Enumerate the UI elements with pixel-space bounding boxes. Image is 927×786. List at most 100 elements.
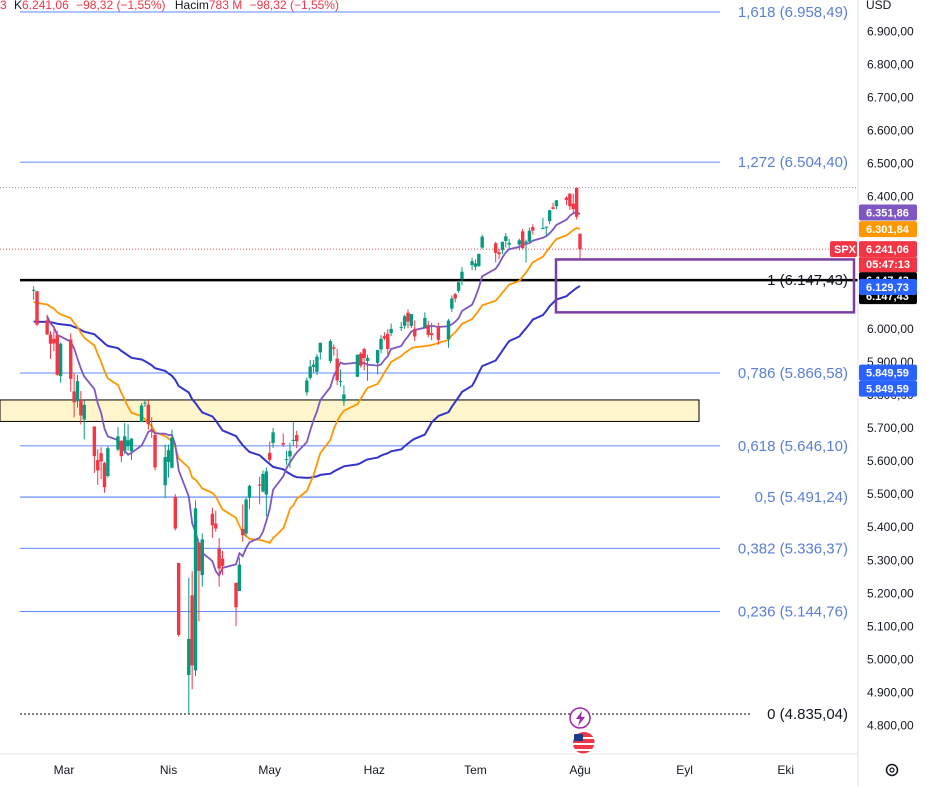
candle-body	[126, 440, 130, 446]
candlesticks	[31, 187, 582, 715]
price-tick-label: 6.400,00	[867, 190, 914, 204]
symbol-tag	[830, 241, 857, 258]
candle-body	[315, 356, 319, 372]
candle-body	[106, 448, 110, 476]
candle-body	[517, 240, 521, 245]
candle-body	[163, 457, 167, 486]
candle-body	[311, 364, 316, 367]
flag-canton-icon	[574, 734, 583, 741]
candle-body	[547, 210, 552, 222]
candle-body	[146, 404, 151, 425]
candle-body	[551, 207, 555, 209]
candle-body	[379, 338, 383, 350]
candle-body	[220, 558, 225, 566]
candle-body	[375, 350, 380, 363]
candle-body	[257, 484, 262, 486]
ma-fast-line	[46, 210, 581, 578]
candle-body	[176, 562, 181, 636]
candle-body	[119, 440, 124, 457]
candle-body	[217, 548, 221, 569]
candle-body	[527, 230, 532, 242]
candle-body	[197, 542, 201, 571]
candle-body	[82, 404, 86, 420]
price-tick-label: 6.000,00	[867, 322, 914, 336]
candle-body	[166, 450, 171, 463]
support-zone[interactable]	[0, 399, 700, 422]
candle-body	[271, 432, 275, 443]
price-tick-label: 5.600,00	[867, 454, 914, 468]
legend-prefix: 3	[0, 0, 7, 12]
currency-label[interactable]: USD	[866, 0, 892, 12]
price-tags: 6.351,866.301,846.241,066.147,436.147,43…	[830, 204, 917, 397]
price-axis[interactable]: USD 6.900,00 6.800,00 6.700,00 6.600,00 6.50…	[830, 0, 917, 786]
candle-body	[35, 291, 39, 325]
price-tick-label: 5.300,00	[867, 553, 914, 567]
fibonacci-retracement[interactable]: 1,618 (6.958,49) 1,272 (6.504,40) 1 (6.147…	[0, 4, 858, 723]
price-tag	[859, 278, 917, 295]
candle-body	[568, 193, 572, 207]
settings-gear-icon[interactable]	[885, 763, 899, 777]
event-icons[interactable]	[569, 707, 597, 756]
candle-body	[123, 436, 127, 451]
candle-body	[460, 271, 464, 279]
price-tick-label: 4.800,00	[867, 719, 914, 733]
price-tag-label: 6.129,73	[866, 282, 909, 294]
price-tag	[859, 204, 917, 221]
price-tag	[859, 364, 917, 381]
candle-body	[413, 328, 417, 337]
fib-label: 1,618 (6.958,49)	[738, 4, 848, 21]
candle-body	[237, 564, 242, 592]
fib-label: 1 (6.147,43)	[767, 272, 848, 289]
candle-body	[261, 474, 265, 492]
candle-body	[318, 342, 323, 353]
time-tick-label: Haz	[364, 763, 385, 777]
candle-body	[281, 442, 285, 445]
legend-close-value: 6.241,06	[22, 0, 69, 12]
candle-body	[446, 320, 451, 340]
time-axis-ticks: Mar Nis May Haz Tem Ağu Eyl Eki	[54, 763, 794, 777]
candle-body	[359, 353, 363, 366]
candle-body	[453, 294, 457, 299]
candle-body	[58, 343, 63, 377]
candle-body	[436, 327, 441, 340]
candle-body	[497, 252, 501, 255]
price-tick-label: 5.700,00	[867, 421, 914, 435]
time-tick-label: Tem	[464, 763, 487, 777]
countdown-tag	[859, 257, 917, 273]
candle-body	[284, 459, 289, 461]
candle-body	[149, 429, 154, 431]
lightning-icon	[576, 711, 585, 726]
price-tag-label: 6.301,84	[866, 224, 910, 236]
price-tick-label: 6.500,00	[867, 157, 914, 171]
candle-body	[365, 357, 370, 361]
candle-body	[143, 402, 147, 404]
price-tag-label: 6.241,06	[866, 244, 909, 256]
legend-volume-change: −98,32 (−1,55%)	[250, 0, 339, 12]
candle-body	[554, 200, 559, 207]
candle-body	[480, 236, 484, 248]
price-tick-label: 5.400,00	[867, 520, 914, 534]
candle-body	[268, 452, 272, 460]
candle-body	[139, 405, 144, 423]
candle-body	[493, 243, 498, 253]
candle-body	[470, 261, 474, 266]
candle-body	[190, 595, 194, 666]
candle-body	[96, 460, 100, 471]
legend[interactable]: 3 K6.241,06 −98,32 (−1,55%) Hacim783 M −…	[0, 0, 339, 12]
time-axis[interactable]: Mar Nis May Haz Tem Ağu Eyl Eki	[0, 753, 858, 777]
legend-volume-value: 783 M	[209, 0, 242, 12]
candle-body	[362, 349, 366, 358]
price-tick-label: 6.900,00	[867, 24, 914, 38]
candle-body	[399, 326, 403, 328]
fib-label: 0 (4.835,04)	[767, 706, 848, 723]
fib-label: 1,272 (6.504,40)	[738, 154, 848, 171]
candle-body	[328, 341, 333, 361]
candle-body	[564, 197, 569, 200]
candle-body	[426, 324, 430, 335]
fib-label: 0,236 (5.144,76)	[738, 604, 848, 621]
candle-body	[571, 203, 575, 210]
highlight-box[interactable]	[554, 258, 856, 314]
candle-body	[423, 317, 427, 328]
ma-mid-line	[33, 227, 581, 544]
